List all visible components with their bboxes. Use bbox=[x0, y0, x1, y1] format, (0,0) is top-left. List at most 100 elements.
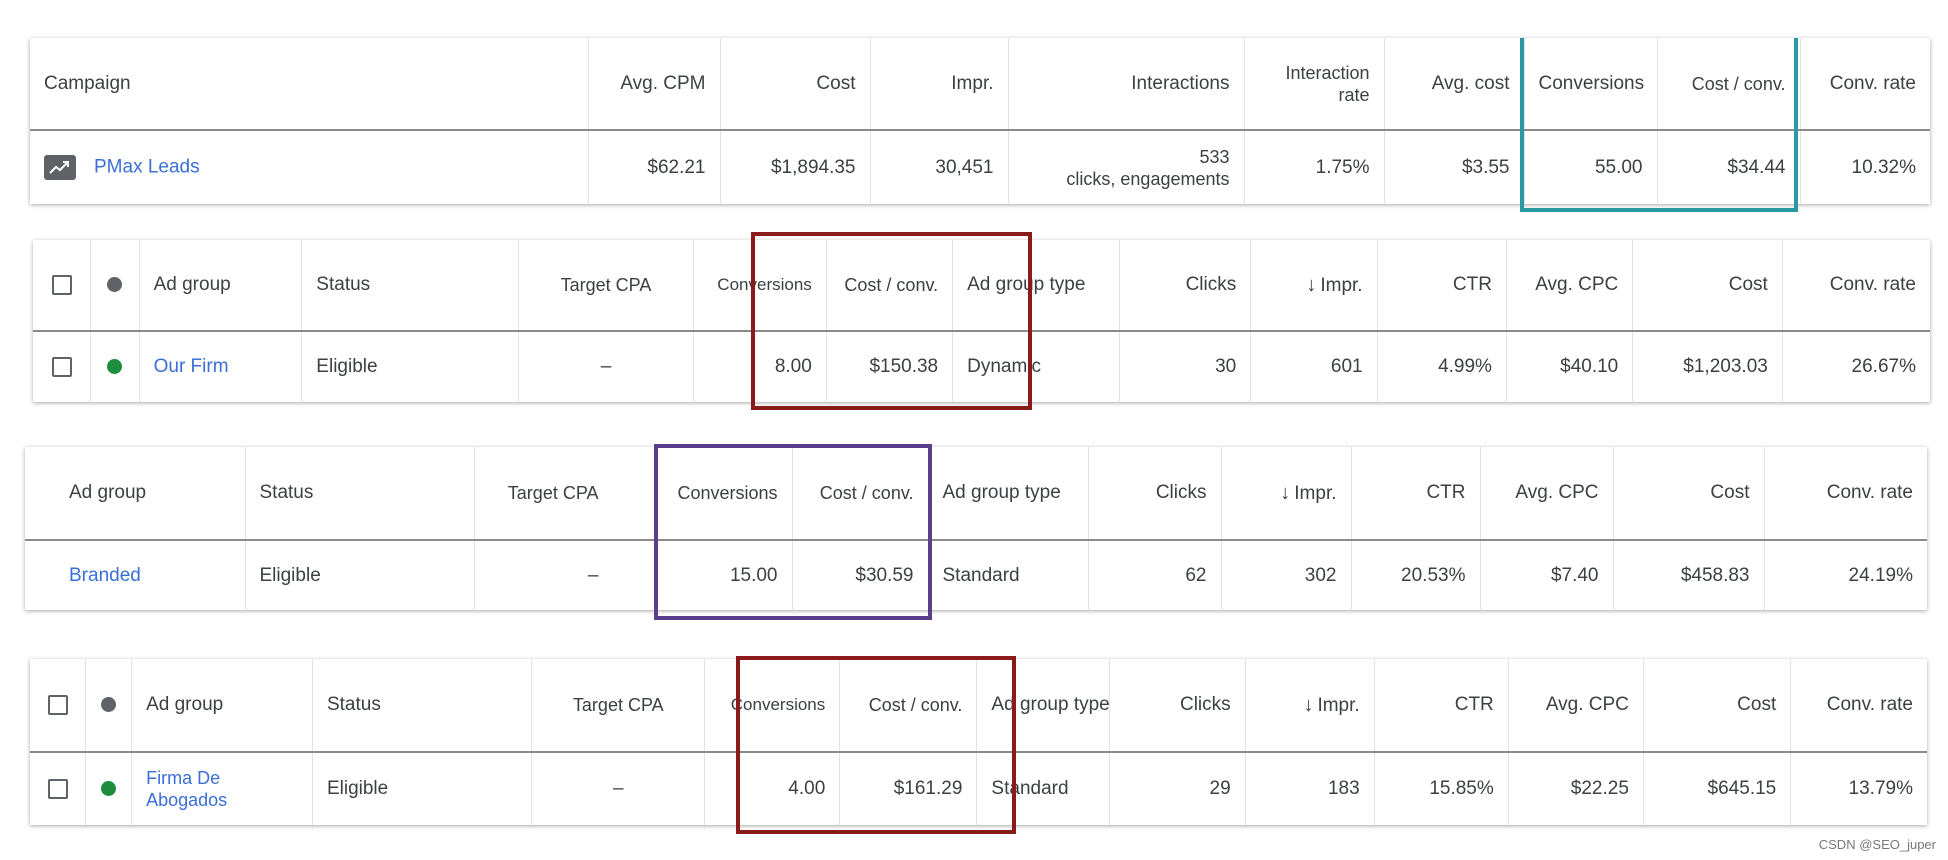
cell-status: Eligible bbox=[312, 752, 533, 825]
cell-ad-group-type: Dynamic bbox=[952, 331, 1120, 402]
col-header-ad-group[interactable]: Ad group bbox=[25, 447, 246, 541]
campaign-table-card: Campaign Avg. CPM Cost Impr. Interaction… bbox=[30, 38, 1930, 204]
col-header-status[interactable]: Status bbox=[245, 447, 475, 541]
cell-ad-group: Our Firm bbox=[139, 331, 303, 402]
ad-group-link[interactable]: Our Firm bbox=[153, 356, 229, 377]
adgroup-table-2: Ad group Status Target CPA Conversions C… bbox=[25, 447, 1927, 610]
select-all-checkbox[interactable] bbox=[33, 240, 92, 332]
col-header-ctr[interactable]: CTR bbox=[1377, 240, 1507, 332]
cell-ctr: 20.53% bbox=[1351, 540, 1481, 610]
impr-label: Impr. bbox=[1317, 694, 1360, 716]
col-header-conversions[interactable]: Conversions bbox=[1524, 38, 1658, 132]
col-header-status[interactable]: Status bbox=[312, 659, 533, 753]
sort-down-arrow-icon: ↓ bbox=[1280, 481, 1291, 504]
cell-cost-conv: $34.44 bbox=[1657, 130, 1801, 204]
col-header-cost[interactable]: Cost bbox=[720, 38, 871, 132]
cell-target-cpa: – bbox=[531, 752, 706, 825]
col-header-target-cpa[interactable]: Target CPA bbox=[531, 659, 706, 753]
col-header-clicks[interactable]: Clicks bbox=[1088, 447, 1222, 541]
col-header-avg-cost[interactable]: Avg. cost bbox=[1384, 38, 1525, 132]
col-header-impr[interactable]: Impr. bbox=[870, 38, 1009, 132]
col-header-conv-rate[interactable]: Conv. rate bbox=[1764, 447, 1927, 541]
cell-cost: $1,894.35 bbox=[720, 130, 871, 204]
adgroup-header-row: Ad group Status Target CPA Conversions C… bbox=[33, 240, 1930, 332]
cell-cost-conv: $30.59 bbox=[792, 540, 929, 610]
col-header-interaction-rate[interactable]: Interaction rate bbox=[1244, 38, 1385, 132]
col-header-cost-conv[interactable]: Cost / conv. bbox=[826, 240, 954, 332]
cell-avg-cost: $3.55 bbox=[1384, 130, 1525, 204]
col-header-target-cpa[interactable]: Target CPA bbox=[474, 447, 656, 541]
row-checkbox[interactable] bbox=[30, 752, 87, 825]
cell-cost-conv: $150.38 bbox=[826, 331, 954, 402]
col-header-cost-conv[interactable]: Cost / conv. bbox=[792, 447, 929, 541]
adgroup-header-row: Ad group Status Target CPA Conversions C… bbox=[30, 659, 1927, 753]
campaign-header-row: Campaign Avg. CPM Cost Impr. Interaction… bbox=[30, 38, 1930, 132]
interactions-subtext: clicks, engagements bbox=[1066, 168, 1230, 189]
adgroup-header-row: Ad group Status Target CPA Conversions C… bbox=[25, 447, 1927, 541]
col-header-conversions[interactable]: Conversions bbox=[655, 447, 793, 541]
col-header-ctr[interactable]: CTR bbox=[1351, 447, 1481, 541]
cell-clicks: 29 bbox=[1109, 752, 1246, 825]
col-header-ad-group[interactable]: Ad group bbox=[131, 659, 313, 753]
col-header-target-cpa[interactable]: Target CPA bbox=[518, 240, 695, 332]
cell-clicks: 62 bbox=[1088, 540, 1222, 610]
col-header-clicks[interactable]: Clicks bbox=[1109, 659, 1246, 753]
col-header-ad-group[interactable]: Ad group bbox=[139, 240, 303, 332]
col-header-status[interactable]: Status bbox=[301, 240, 519, 332]
col-header-conv-rate[interactable]: Conv. rate bbox=[1782, 240, 1930, 332]
interactions-value: 533 bbox=[1199, 146, 1230, 167]
cell-conv-rate: 13.79% bbox=[1848, 778, 1913, 799]
col-header-clicks[interactable]: Clicks bbox=[1119, 240, 1252, 332]
ad-group-link[interactable]: Branded bbox=[69, 564, 141, 586]
checkbox-icon bbox=[51, 274, 72, 295]
cell-conv-rate: 26.67% bbox=[1851, 356, 1916, 377]
col-header-impr[interactable]: ↓ Impr. bbox=[1250, 240, 1378, 332]
adgroup-table-3: Ad group Status Target CPA Conversions C… bbox=[30, 659, 1927, 825]
sort-down-arrow-icon: ↓ bbox=[1303, 693, 1314, 716]
impr-label: Impr. bbox=[1294, 482, 1337, 504]
cell-impr: 601 bbox=[1250, 331, 1378, 402]
col-header-cost[interactable]: Cost bbox=[1613, 447, 1765, 541]
col-header-conversions[interactable]: Conversions bbox=[693, 240, 827, 332]
adgroup-table-1-card: Ad group Status Target CPA Conversions C… bbox=[33, 240, 1930, 402]
cell-avg-cpc: $7.40 bbox=[1480, 540, 1614, 610]
col-header-avg-cpm[interactable]: Avg. CPM bbox=[588, 38, 721, 132]
col-header-cost[interactable]: Cost bbox=[1632, 240, 1783, 332]
cell-impr: 183 bbox=[1245, 752, 1375, 825]
col-header-cost[interactable]: Cost bbox=[1643, 659, 1792, 753]
col-header-avg-cpc[interactable]: Avg. CPC bbox=[1480, 447, 1614, 541]
col-header-interactions[interactable]: Interactions bbox=[1008, 38, 1245, 132]
cell-avg-cpc: $22.25 bbox=[1508, 752, 1644, 825]
cell-interaction-rate: 1.75% bbox=[1244, 130, 1385, 204]
col-header-conversions[interactable]: Conversions bbox=[704, 659, 841, 753]
col-header-campaign[interactable]: Campaign bbox=[30, 38, 589, 132]
col-header-ad-group-type[interactable]: Ad group type bbox=[952, 240, 1120, 332]
checkbox-icon bbox=[47, 694, 68, 715]
col-header-conv-rate[interactable]: Conv. rate bbox=[1800, 38, 1930, 132]
ad-group-link[interactable]: Firma De Abogados bbox=[146, 768, 228, 810]
cell-ad-group: Firma De Abogados bbox=[131, 752, 313, 825]
row-checkbox[interactable] bbox=[33, 331, 92, 402]
col-header-avg-cpc[interactable]: Avg. CPC bbox=[1506, 240, 1634, 332]
enabled-dot-icon bbox=[101, 781, 117, 797]
col-header-ad-group-type[interactable]: Ad group type bbox=[976, 659, 1110, 753]
adgroup-table-1: Ad group Status Target CPA Conversions C… bbox=[33, 240, 1930, 402]
cell-ad-group: Branded bbox=[25, 540, 246, 610]
col-header-cost-conv[interactable]: Cost / conv. bbox=[1657, 38, 1801, 132]
cell-ctr: 15.85% bbox=[1374, 752, 1509, 825]
col-header-impr[interactable]: ↓ Impr. bbox=[1221, 447, 1352, 541]
campaign-cell: PMax Leads bbox=[30, 130, 589, 204]
col-header-cost-conv[interactable]: Cost / conv. bbox=[839, 659, 978, 753]
cell-status: Eligible bbox=[301, 331, 519, 402]
status-dot-icon bbox=[107, 277, 123, 293]
cell-cost: $458.83 bbox=[1613, 540, 1765, 610]
col-header-impr[interactable]: ↓ Impr. bbox=[1245, 659, 1375, 753]
campaign-link[interactable]: PMax Leads bbox=[94, 156, 200, 178]
col-header-ctr[interactable]: CTR bbox=[1374, 659, 1509, 753]
col-header-ad-group-type[interactable]: Ad group type bbox=[928, 447, 1089, 541]
status-dot-icon bbox=[101, 697, 117, 713]
select-all-checkbox[interactable] bbox=[30, 659, 87, 753]
col-header-conv-rate[interactable]: Conv. rate bbox=[1790, 659, 1927, 753]
campaign-table: Campaign Avg. CPM Cost Impr. Interaction… bbox=[30, 38, 1930, 204]
col-header-avg-cpc[interactable]: Avg. CPC bbox=[1508, 659, 1644, 753]
